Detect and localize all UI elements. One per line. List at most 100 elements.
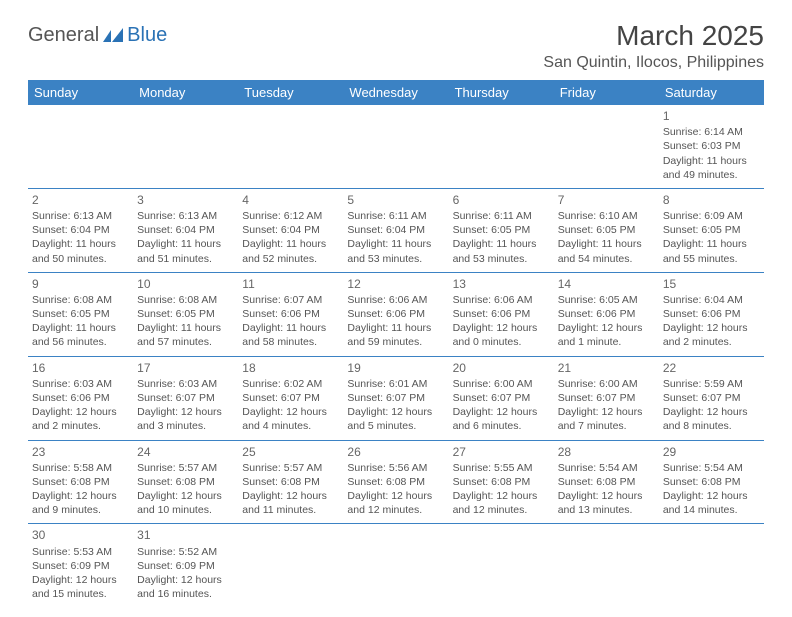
sunrise-label: Sunrise:: [663, 126, 702, 138]
sunrise-label: Sunrise:: [242, 378, 281, 390]
daylight-line: Daylight: 12 hours and 2 minutes.: [32, 405, 129, 433]
calendar-day: 9Sunrise: 6:08 AMSunset: 6:05 PMDaylight…: [28, 272, 133, 356]
sunrise-label: Sunrise:: [558, 462, 597, 474]
sunset-line: Sunset: 6:06 PM: [32, 391, 129, 405]
calendar-day: 5Sunrise: 6:11 AMSunset: 6:04 PMDaylight…: [343, 188, 448, 272]
day-number: 15: [663, 276, 760, 292]
sunrise-line: Sunrise: 5:56 AM: [347, 461, 444, 475]
sunrise-label: Sunrise:: [32, 210, 71, 222]
daylight-label: Daylight:: [558, 490, 599, 502]
sunrise-line: Sunrise: 6:07 AM: [242, 293, 339, 307]
day-header: Tuesday: [238, 80, 343, 105]
sunset-line: Sunset: 6:09 PM: [137, 559, 234, 573]
calendar-day: 14Sunrise: 6:05 AMSunset: 6:06 PMDayligh…: [554, 272, 659, 356]
sunset-value: 6:09 PM: [176, 560, 215, 572]
day-number: 11: [242, 276, 339, 292]
calendar-day-empty: [449, 105, 554, 188]
daylight-label: Daylight:: [347, 238, 388, 250]
logo-text-general: General: [28, 24, 99, 47]
sunset-line: Sunset: 6:06 PM: [347, 307, 444, 321]
day-header: Sunday: [28, 80, 133, 105]
sunset-value: 6:08 PM: [71, 476, 110, 488]
daylight-line: Daylight: 12 hours and 0 minutes.: [453, 321, 550, 349]
daylight-line: Daylight: 12 hours and 4 minutes.: [242, 405, 339, 433]
calendar-day-empty: [238, 524, 343, 607]
day-number: 27: [453, 444, 550, 460]
sunset-line: Sunset: 6:04 PM: [32, 223, 129, 237]
daylight-label: Daylight:: [137, 322, 178, 334]
sunset-label: Sunset:: [347, 224, 383, 236]
sunset-value: 6:06 PM: [71, 392, 110, 404]
calendar-day-empty: [554, 524, 659, 607]
day-header: Monday: [133, 80, 238, 105]
sunrise-value: 6:09 AM: [704, 210, 743, 222]
sunrise-line: Sunrise: 5:53 AM: [32, 545, 129, 559]
sunset-label: Sunset:: [32, 560, 68, 572]
sunset-value: 6:06 PM: [386, 308, 425, 320]
sunset-value: 6:08 PM: [176, 476, 215, 488]
sunrise-label: Sunrise:: [137, 546, 176, 558]
day-number: 28: [558, 444, 655, 460]
calendar-day: 26Sunrise: 5:56 AMSunset: 6:08 PMDayligh…: [343, 440, 448, 524]
sunset-label: Sunset:: [32, 392, 68, 404]
sunset-value: 6:05 PM: [701, 224, 740, 236]
sunrise-label: Sunrise:: [137, 378, 176, 390]
sunrise-line: Sunrise: 6:00 AM: [558, 377, 655, 391]
daylight-label: Daylight:: [663, 490, 704, 502]
sunrise-label: Sunrise:: [453, 378, 492, 390]
sunset-line: Sunset: 6:06 PM: [558, 307, 655, 321]
sunrise-label: Sunrise:: [242, 462, 281, 474]
sunrise-line: Sunrise: 5:55 AM: [453, 461, 550, 475]
day-header: Friday: [554, 80, 659, 105]
daylight-line: Daylight: 12 hours and 13 minutes.: [558, 489, 655, 517]
calendar-day: 16Sunrise: 6:03 AMSunset: 6:06 PMDayligh…: [28, 356, 133, 440]
sunrise-line: Sunrise: 5:57 AM: [242, 461, 339, 475]
sunset-line: Sunset: 6:06 PM: [453, 307, 550, 321]
sunset-value: 6:04 PM: [71, 224, 110, 236]
daylight-line: Daylight: 12 hours and 5 minutes.: [347, 405, 444, 433]
sunrise-label: Sunrise:: [242, 210, 281, 222]
sunrise-line: Sunrise: 5:54 AM: [663, 461, 760, 475]
day-header: Saturday: [659, 80, 764, 105]
daylight-line: Daylight: 12 hours and 9 minutes.: [32, 489, 129, 517]
calendar-day: 18Sunrise: 6:02 AMSunset: 6:07 PMDayligh…: [238, 356, 343, 440]
sunrise-line: Sunrise: 6:03 AM: [137, 377, 234, 391]
sunrise-label: Sunrise:: [663, 462, 702, 474]
day-number: 29: [663, 444, 760, 460]
calendar-day: 13Sunrise: 6:06 AMSunset: 6:06 PMDayligh…: [449, 272, 554, 356]
sunset-line: Sunset: 6:08 PM: [137, 475, 234, 489]
sunset-value: 6:04 PM: [176, 224, 215, 236]
sunrise-label: Sunrise:: [347, 294, 386, 306]
daylight-line: Daylight: 12 hours and 2 minutes.: [663, 321, 760, 349]
day-number: 13: [453, 276, 550, 292]
day-number: 17: [137, 360, 234, 376]
daylight-line: Daylight: 12 hours and 12 minutes.: [347, 489, 444, 517]
daylight-line: Daylight: 12 hours and 6 minutes.: [453, 405, 550, 433]
sunrise-value: 6:07 AM: [284, 294, 323, 306]
sunrise-value: 5:53 AM: [73, 546, 112, 558]
calendar-day: 12Sunrise: 6:06 AMSunset: 6:06 PMDayligh…: [343, 272, 448, 356]
sunset-line: Sunset: 6:05 PM: [32, 307, 129, 321]
calendar-day-empty: [343, 524, 448, 607]
sunset-label: Sunset:: [137, 560, 173, 572]
location-text: San Quintin, Ilocos, Philippines: [543, 54, 764, 72]
sunset-value: 6:08 PM: [281, 476, 320, 488]
daylight-line: Daylight: 12 hours and 12 minutes.: [453, 489, 550, 517]
day-number: 21: [558, 360, 655, 376]
calendar-day: 2Sunrise: 6:13 AMSunset: 6:04 PMDaylight…: [28, 188, 133, 272]
calendar-day: 19Sunrise: 6:01 AMSunset: 6:07 PMDayligh…: [343, 356, 448, 440]
sunrise-value: 6:14 AM: [704, 126, 743, 138]
logo-flag-icon: [103, 28, 125, 44]
daylight-label: Daylight:: [137, 574, 178, 586]
sunrise-line: Sunrise: 5:57 AM: [137, 461, 234, 475]
day-number: 8: [663, 192, 760, 208]
sunrise-value: 6:13 AM: [73, 210, 112, 222]
day-number: 1: [663, 108, 760, 124]
calendar-day: 31Sunrise: 5:52 AMSunset: 6:09 PMDayligh…: [133, 524, 238, 607]
sunset-value: 6:06 PM: [491, 308, 530, 320]
day-number: 7: [558, 192, 655, 208]
sunrise-label: Sunrise:: [558, 210, 597, 222]
sunrise-label: Sunrise:: [558, 294, 597, 306]
calendar-day: 27Sunrise: 5:55 AMSunset: 6:08 PMDayligh…: [449, 440, 554, 524]
calendar-week: 9Sunrise: 6:08 AMSunset: 6:05 PMDaylight…: [28, 272, 764, 356]
